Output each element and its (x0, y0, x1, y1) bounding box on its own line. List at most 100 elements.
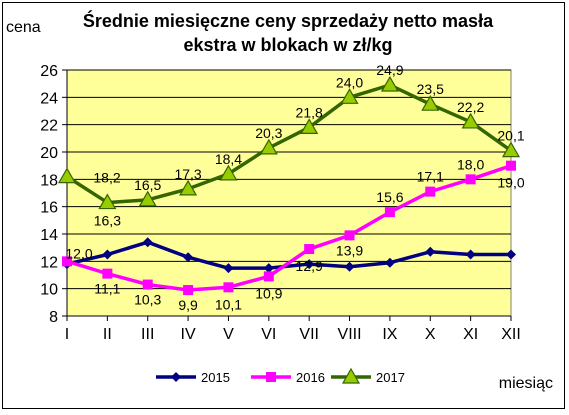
plot-area (66, 69, 512, 317)
y-tick-label: 16 (40, 200, 58, 217)
legend-label-2017: 2017 (376, 370, 405, 385)
data-point-2017 (259, 138, 278, 155)
data-point-2015 (506, 249, 516, 260)
data-point-2015 (183, 252, 194, 263)
data-label-2016: 11,1 (94, 281, 120, 297)
data-point-2017 (57, 167, 77, 184)
data-label-2016: 9,9 (178, 297, 198, 313)
legend-marker-2015 (171, 372, 181, 382)
data-point-2016 (344, 230, 355, 241)
data-point-2016 (223, 282, 234, 293)
data-point-2016 (506, 160, 516, 171)
data-point-2017 (300, 118, 319, 134)
y-tick-label: 14 (40, 227, 58, 244)
data-point-2015 (425, 246, 436, 257)
y-tick-label: 22 (40, 118, 58, 135)
data-label-2017: 24,9 (376, 62, 403, 78)
data-label-2017: 21,8 (296, 104, 323, 120)
data-point-2016 (62, 256, 72, 267)
data-label-2016: 10,9 (255, 285, 282, 301)
data-point-2017 (461, 112, 480, 129)
series-line-2015 (66, 240, 511, 270)
data-point-2016 (102, 268, 113, 279)
data-label-2017: 24,0 (336, 74, 363, 90)
data-label-2016: 12,9 (296, 258, 323, 274)
y-tick-label: 24 (40, 90, 58, 107)
legend-label-2015: 2015 (201, 370, 230, 385)
data-label-2016: 19,0 (497, 175, 524, 191)
data-point-2015 (142, 237, 153, 248)
data-label-2016: 10,1 (215, 296, 242, 312)
x-tick-label: XII (501, 326, 521, 343)
data-point-2015 (304, 259, 315, 270)
data-label-2017: 16,5 (134, 177, 161, 193)
data-label-2016: 17,1 (417, 169, 444, 185)
line-chart: cena Średnie miesięczne ceny sprzedaży n… (6, 10, 553, 392)
x-tick-label: III (141, 326, 154, 343)
chart-frame: cena Średnie miesięczne ceny sprzedaży n… (2, 2, 565, 409)
x-tick-label: VII (299, 326, 319, 343)
x-tick-label: X (425, 326, 436, 343)
data-point-2015 (465, 249, 476, 260)
data-point-2016 (263, 271, 274, 282)
y-axis-label: cena (6, 19, 41, 36)
x-axis-label: miesiąc (499, 375, 553, 392)
legend: 2015 2016 2017 (156, 367, 405, 385)
data-point-2016 (304, 244, 315, 255)
x-tick-label: I (65, 326, 69, 343)
chart-title-line-1: Średnie miesięczne ceny sprzedaży netto … (83, 10, 494, 31)
x-tick-label: V (223, 326, 234, 343)
data-label-2016: 10,3 (134, 292, 161, 308)
chart-title-line-2: ekstra w blokach w zł/kg (183, 35, 392, 55)
x-tick-label: IX (382, 326, 397, 343)
data-label-2017: 17,3 (174, 166, 201, 182)
data-point-2015 (344, 261, 355, 272)
series-line-2016 (66, 164, 512, 292)
legend-label-2016: 2016 (296, 370, 325, 385)
data-point-2017 (380, 75, 399, 92)
data-point-2015 (102, 249, 113, 260)
data-point-2017 (219, 164, 238, 181)
data-point-2017 (179, 179, 198, 196)
data-label-2017: 23,5 (417, 81, 444, 97)
y-tick-label: 12 (40, 254, 58, 271)
data-labels: 12,0 11,1 10,3 9,9 10,1 10,9 12,9 13,9 15,6 17,1 1… (65, 62, 524, 313)
data-point-2016 (384, 207, 395, 218)
y-tick-label: 20 (40, 145, 58, 162)
data-point-2015 (384, 257, 395, 268)
series-layer (57, 75, 521, 296)
data-label-2017: 22,2 (457, 99, 484, 115)
x-tick-label: VI (261, 326, 276, 343)
data-point-2016 (142, 279, 153, 290)
legend-marker-2016 (266, 372, 276, 382)
y-tick-label: 8 (49, 309, 58, 326)
data-label-2017: 18,4 (215, 151, 242, 167)
data-label-2016: 18,0 (457, 156, 484, 172)
y-tick-label: 10 (40, 282, 58, 299)
legend-marker-2017 (341, 367, 361, 384)
data-point-2017 (501, 141, 521, 158)
y-tick-label: 26 (40, 63, 58, 80)
data-point-2017 (138, 190, 157, 207)
data-point-2015 (223, 263, 234, 274)
data-label-2017: 20,3 (255, 125, 282, 141)
data-point-2015 (263, 263, 274, 274)
data-point-2017 (340, 88, 359, 104)
data-label-2016: 15,6 (376, 189, 403, 205)
data-point-2016 (425, 186, 436, 197)
data-point-2017 (98, 193, 117, 210)
data-point-2017 (421, 94, 440, 111)
x-tick-label: IV (181, 326, 196, 343)
x-tick-label: II (103, 326, 112, 343)
data-label-2017: 16,3 (94, 213, 121, 229)
data-label-2016: 12,0 (65, 245, 92, 261)
x-tick-label: XI (463, 326, 478, 343)
data-point-2016 (183, 285, 194, 296)
data-label-2017: 18,2 (93, 170, 120, 186)
data-label-2017: 20,1 (497, 128, 524, 144)
x-tick-label: VIII (338, 326, 362, 343)
y-tick-label: 18 (40, 172, 58, 189)
data-point-2016 (465, 174, 476, 185)
data-label-2016: 13,9 (336, 242, 363, 258)
